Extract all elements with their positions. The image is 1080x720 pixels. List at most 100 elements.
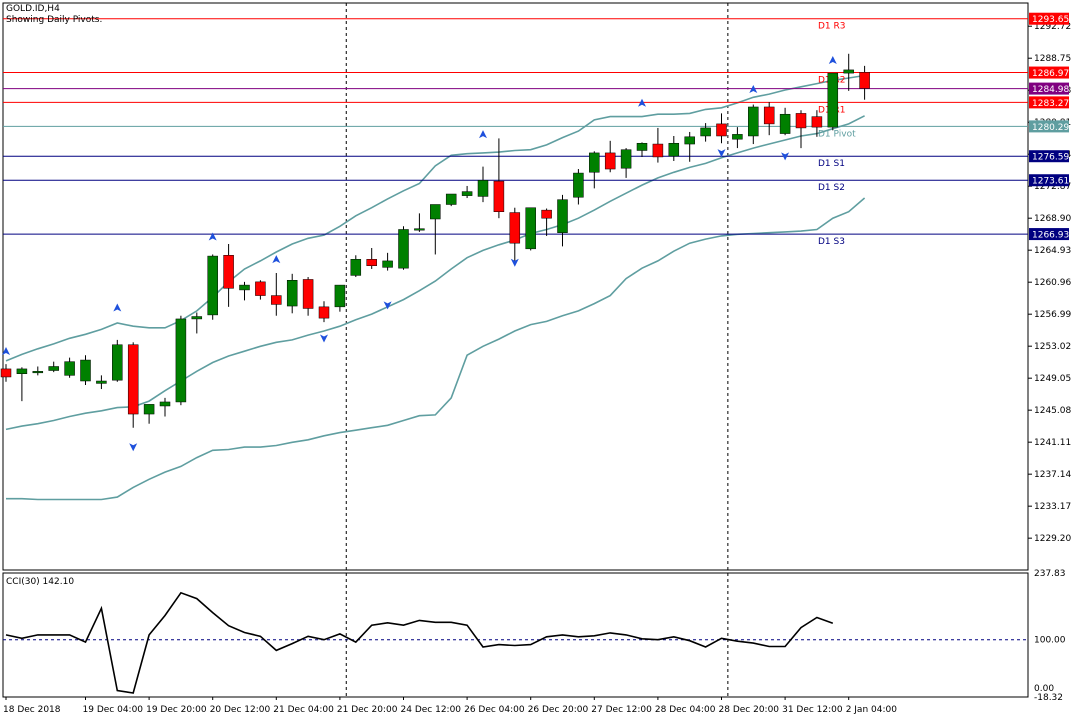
- bullish-candle: [350, 259, 362, 276]
- bearish-candle: [493, 180, 505, 212]
- cci-panel-frame: [2, 572, 1029, 698]
- pivot-line-label: D1 S2: [818, 183, 845, 193]
- pivot-price-tag: 1286.97: [1032, 69, 1069, 79]
- bullish-candle: [382, 260, 393, 268]
- pivot-price-tag-bg: [1029, 174, 1069, 187]
- bullish-candle: [525, 207, 536, 250]
- bullish-candle: [207, 255, 218, 316]
- pivot-note-label: Showing Daily Pivots.: [6, 15, 103, 25]
- y-axis-tick-label: 1292.72: [1034, 22, 1071, 32]
- bullish-candle: [732, 134, 743, 140]
- cci-y-tick-label: 237.83: [1034, 569, 1066, 579]
- x-axis-tick-label: 2 Jan 04:00: [846, 705, 898, 715]
- pivot-line-label: D1 S3: [818, 237, 845, 247]
- pivot-line-label: D1 Pivot: [818, 129, 856, 139]
- bullish-candle: [32, 371, 44, 374]
- pivot-price-tag: 1293.65: [1032, 15, 1069, 25]
- bullish-candle: [445, 193, 457, 205]
- bullish-candle: [175, 318, 187, 403]
- y-axis-tick-label: 1241.11: [1034, 438, 1071, 448]
- cci-y-tick-label: 100.00: [1034, 636, 1066, 646]
- bullish-candle: [668, 142, 680, 157]
- x-axis-tick-label: 21 Dec 20:00: [337, 705, 398, 715]
- bullish-candle: [159, 401, 171, 407]
- fractal-down-arrow-icon: [781, 152, 790, 161]
- y-axis-tick-label: 1237.14: [1034, 470, 1071, 480]
- x-axis-tick-label: 27 Dec 12:00: [591, 705, 652, 715]
- bullish-candle: [779, 113, 791, 134]
- cci-title: CCI(30) 142.10: [6, 577, 74, 587]
- bullish-candle: [143, 404, 155, 415]
- fractal-down-arrow-icon: [129, 443, 138, 452]
- x-axis-tick-label: 21 Dec 04:00: [273, 705, 334, 715]
- pivot-price-tag-bg: [1029, 228, 1069, 241]
- y-axis-tick-label: 1272.87: [1034, 182, 1071, 192]
- bullish-candle: [589, 152, 600, 173]
- fractal-up-arrow-icon: [479, 130, 487, 139]
- fractal-up-arrow-icon: [638, 98, 646, 107]
- pivot-price-tag-bg: [1029, 96, 1069, 109]
- pivot-price-tag: 1276.59: [1032, 153, 1069, 163]
- extra-price-tag: 1284.98: [1032, 85, 1069, 95]
- fractal-up-arrow-icon: [208, 232, 217, 241]
- bearish-candle: [652, 143, 664, 158]
- bearish-candle: [541, 209, 552, 219]
- cci-y-tick-label: -18.32: [1034, 693, 1063, 703]
- y-axis-tick-label: 1260.96: [1034, 278, 1071, 288]
- bearish-candle: [795, 113, 807, 129]
- bollinger-band-lower: [6, 197, 866, 501]
- fractal-down-arrow-icon: [320, 334, 328, 343]
- fractal-down-arrow-icon: [717, 149, 726, 158]
- y-axis-tick-label: 1249.05: [1034, 374, 1071, 384]
- y-axis-tick-label: 1229.20: [1034, 534, 1071, 544]
- bearish-candle: [763, 106, 775, 125]
- bullish-candle: [334, 284, 346, 308]
- bearish-candle: [255, 281, 266, 296]
- pivot-price-tag: 1280.29: [1032, 123, 1069, 133]
- bullish-candle: [827, 72, 839, 128]
- cci-y-tick-label: 0.00: [1034, 684, 1054, 694]
- x-axis-tick-label: 31 Dec 12:00: [782, 705, 843, 715]
- cci-line: [5, 591, 834, 694]
- x-axis-tick-label: 28 Dec 20:00: [719, 705, 780, 715]
- y-axis-tick-label: 1268.90: [1034, 214, 1071, 224]
- x-axis-tick-label: 19 Dec 04:00: [83, 705, 144, 715]
- bearish-candle: [0, 368, 12, 378]
- bullish-candle: [191, 316, 203, 320]
- y-axis-tick-label: 1245.08: [1034, 406, 1071, 416]
- bullish-candle: [64, 361, 75, 376]
- x-axis-tick-label: 20 Dec 12:00: [210, 705, 271, 715]
- x-axis-tick-label: 26 Dec 20:00: [528, 705, 589, 715]
- y-axis-tick-label: 1288.75: [1034, 54, 1071, 64]
- y-axis-tick-label: 1253.02: [1034, 342, 1071, 352]
- fractal-down-arrow-icon: [510, 258, 519, 267]
- bullish-candle: [48, 366, 59, 371]
- x-axis-tick-label: 19 Dec 20:00: [146, 705, 207, 715]
- fractal-up-arrow-icon: [2, 346, 10, 355]
- bearish-candle: [127, 344, 139, 415]
- bullish-candle: [477, 180, 489, 197]
- bullish-candle: [80, 359, 91, 382]
- bullish-candle: [461, 191, 473, 196]
- bullish-candle: [430, 204, 441, 220]
- pivot-price-tag: 1283.27: [1032, 99, 1069, 109]
- fractal-up-arrow-icon: [272, 255, 281, 264]
- bearish-candle: [509, 212, 521, 244]
- x-axis-tick-label: 18 Dec 2018: [3, 705, 61, 715]
- pivot-price-tag-bg: [1029, 120, 1069, 133]
- fractal-up-arrow-icon: [749, 85, 758, 94]
- pivot-price-tag: 1273.61: [1032, 177, 1069, 187]
- bearish-candle: [811, 116, 823, 128]
- bullish-candle: [684, 136, 695, 145]
- bearish-candle: [302, 279, 314, 309]
- pivot-price-tag-bg: [1029, 150, 1069, 163]
- bullish-candle: [748, 106, 759, 137]
- bullish-candle: [573, 172, 584, 198]
- bollinger-band-middle: [5, 115, 865, 431]
- y-axis-tick-label: 1264.93: [1034, 246, 1071, 256]
- bearish-candle: [318, 306, 330, 319]
- extra-price-tag-bg: [1029, 82, 1069, 95]
- pivot-price-tag: 1266.93: [1032, 231, 1069, 241]
- bullish-candle: [96, 380, 107, 384]
